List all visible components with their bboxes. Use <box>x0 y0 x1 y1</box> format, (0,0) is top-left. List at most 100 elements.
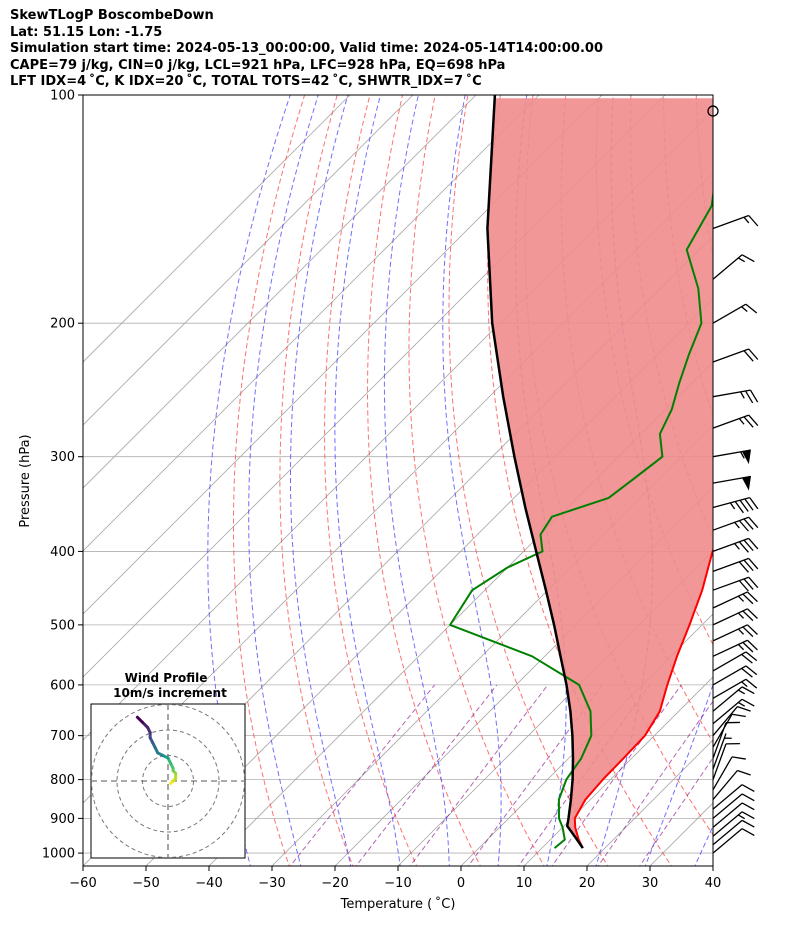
isotherm-line <box>83 95 351 363</box>
wind-barb <box>712 828 755 854</box>
x-tick-label: −60 <box>69 876 96 891</box>
wind-barb <box>712 576 759 592</box>
y-tick-label: 1000 <box>42 847 75 862</box>
x-tick-label: −20 <box>321 876 348 891</box>
profile-lines <box>449 95 713 849</box>
location-text: Lat: 51.15 Lon: -1.75 <box>10 24 163 40</box>
y-tick-label: 500 <box>50 618 75 633</box>
x-axis-label: Temperature ( ˚C) <box>340 896 456 912</box>
wind-barb <box>712 475 752 491</box>
moist-adiabat <box>644 683 713 866</box>
wind-barb <box>712 819 755 846</box>
wind-barbs <box>707 105 759 854</box>
chart-title: SkewTLogP BoscombeDown <box>10 8 214 23</box>
moist-adiabat <box>383 95 450 866</box>
y-tick-label: 100 <box>50 89 75 104</box>
hodograph-title: Wind Profile <box>125 671 208 685</box>
wind-barb <box>712 516 759 532</box>
y-tick-label: 200 <box>50 317 75 332</box>
wind-barb <box>712 733 732 770</box>
isotherm-line <box>712 865 713 866</box>
wind-barb <box>707 105 719 117</box>
hodograph-subtitle: 10m/s increment <box>113 686 227 700</box>
dry-adiabat <box>448 95 609 866</box>
x-tick-label: −10 <box>384 876 411 891</box>
cape-cin-shading <box>487 98 713 848</box>
dewpoint-line <box>449 188 713 849</box>
x-tick-label: 40 <box>705 876 722 891</box>
wind-barb <box>712 705 751 737</box>
wind-barb <box>712 784 755 810</box>
wind-barb <box>712 591 758 609</box>
temperature-line <box>573 547 713 849</box>
wind-barb <box>712 756 746 791</box>
dry-adiabat <box>729 95 794 869</box>
wind-barb <box>712 811 755 837</box>
x-tick-label: 20 <box>579 876 596 891</box>
wind-barb <box>712 348 759 363</box>
cape-text: CAPE=79 j/kg, CIN=0 j/kg, LCL=921 hPa, L… <box>10 57 506 73</box>
y-tick-label: 800 <box>50 773 75 788</box>
chart-header: SkewTLogP BoscombeDown Lat: 51.15 Lon: -… <box>10 8 603 91</box>
wind-barb <box>712 651 758 672</box>
dry-adiabat <box>279 95 354 866</box>
wind-barb <box>712 665 758 686</box>
x-tick-label: −50 <box>132 876 159 891</box>
moist-adiabat <box>442 95 502 866</box>
x-tick-label: −40 <box>195 876 222 891</box>
wind-barb <box>712 742 740 780</box>
hodograph-inset: Wind Profile 10m/s increment <box>90 671 246 859</box>
moist-adiabat <box>207 95 291 866</box>
mixing-ratio-line <box>597 700 713 866</box>
hodograph-segment <box>135 715 144 724</box>
indices-text: LFT IDX=4 ˚C, K IDX=20 ˚C, TOTAL TOTS=42… <box>10 74 482 89</box>
isotherm-line <box>334 487 713 866</box>
cin-area <box>487 98 713 848</box>
wind-barb <box>712 686 755 712</box>
dry-adiabat <box>366 95 481 866</box>
isotherm-line <box>397 550 713 866</box>
wind-barb <box>712 389 759 404</box>
moist-adiabat <box>290 95 352 866</box>
dry-adiabat <box>233 95 306 866</box>
wind-barb <box>712 303 758 324</box>
wind-barb <box>712 254 755 280</box>
y-axis-ticks: 100 200 300 400 500 600 700 800 900 1000 <box>42 89 83 862</box>
mixing-ratio-line <box>467 684 604 866</box>
x-tick-label: 30 <box>642 876 659 891</box>
moist-adiabat <box>248 95 319 866</box>
x-tick-label: 0 <box>457 876 465 891</box>
wind-barb <box>712 678 758 699</box>
mixing-ratio-line <box>355 684 498 866</box>
y-axis-label: Pressure (hPa) <box>18 434 33 527</box>
y-tick-label: 700 <box>50 729 75 744</box>
parcel-line <box>486 95 584 849</box>
dry-adiabat <box>761 95 794 869</box>
wind-barb <box>712 721 740 759</box>
x-tick-label: −30 <box>258 876 285 891</box>
x-axis-ticks: −60 −50 −40 −30 −20 −10 0 10 20 30 40 <box>69 866 721 891</box>
isotherm-line <box>83 95 603 615</box>
wind-barb <box>712 802 755 828</box>
isotherm-line <box>83 95 414 426</box>
wind-barb <box>712 769 751 801</box>
isotherm-line <box>83 95 540 552</box>
y-tick-label: 400 <box>50 545 75 560</box>
wind-barb <box>712 639 758 657</box>
mixing-ratio-line <box>289 684 435 866</box>
wind-barb <box>712 449 752 465</box>
wind-barb <box>712 608 758 626</box>
wind-barb <box>712 793 755 819</box>
mixing-ratio-line <box>409 684 549 866</box>
wind-barb <box>712 537 759 553</box>
y-tick-label: 600 <box>50 678 75 693</box>
y-tick-label: 900 <box>50 812 75 827</box>
wind-barb <box>712 557 759 573</box>
wind-barb <box>712 698 755 725</box>
time-text: Simulation start time: 2024-05-13_00:00:… <box>10 41 603 56</box>
moist-adiabat <box>334 95 401 866</box>
wind-barb <box>712 214 759 230</box>
isotherm-line <box>83 95 477 489</box>
x-tick-label: 10 <box>516 876 533 891</box>
